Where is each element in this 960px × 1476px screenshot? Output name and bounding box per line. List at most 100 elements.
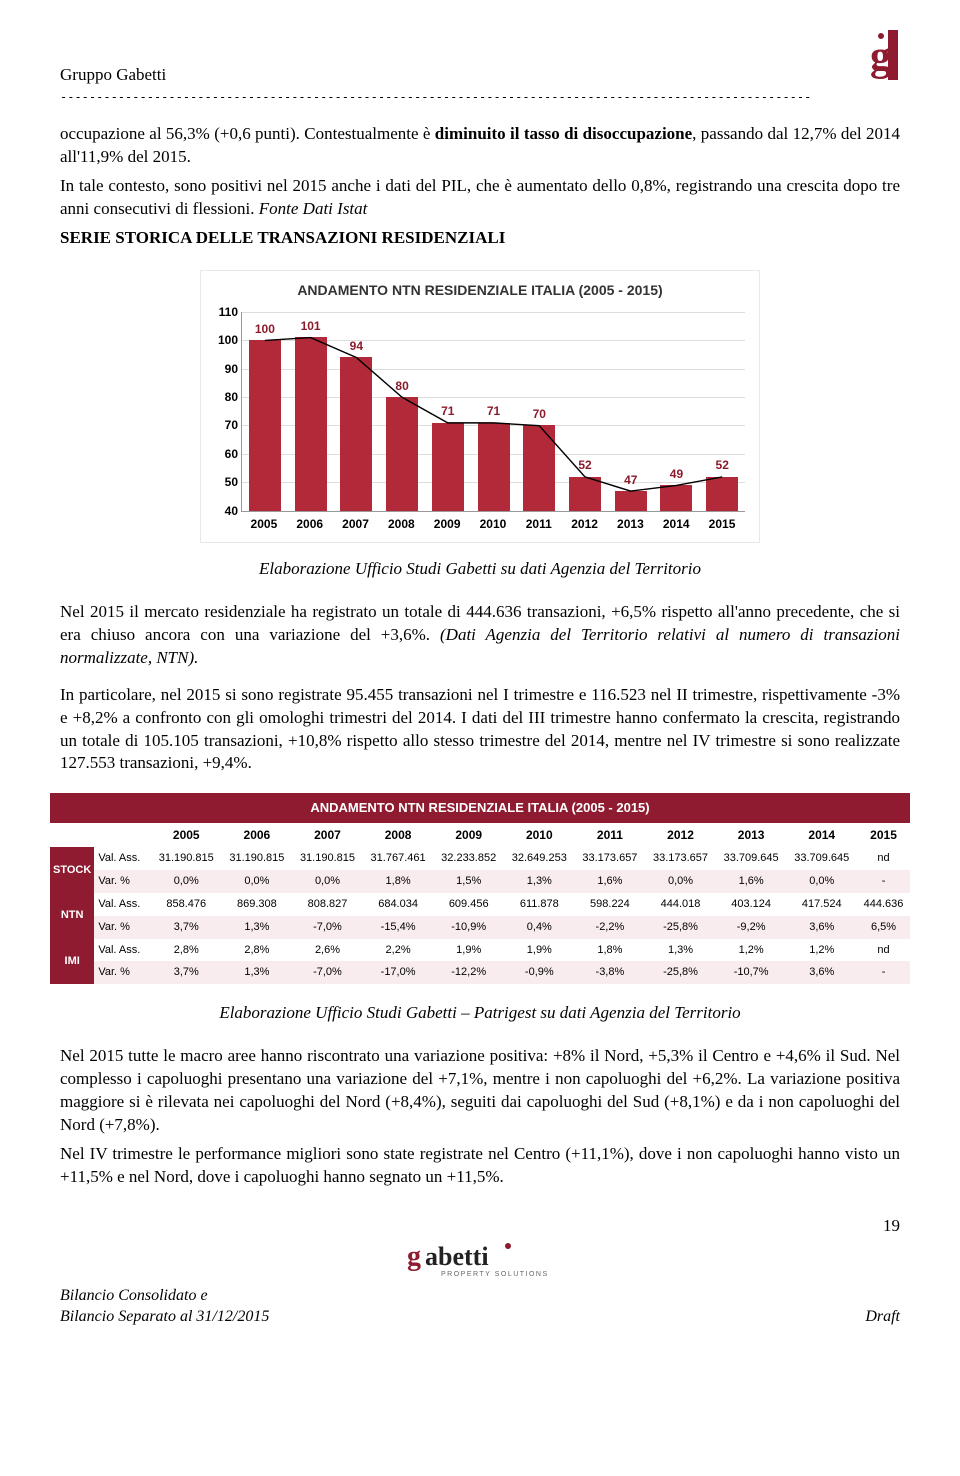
y-tick: 50 <box>212 474 238 490</box>
bar-col: 70 <box>516 312 562 511</box>
table-cell: 33.709.645 <box>716 847 787 870</box>
y-tick: 60 <box>212 446 238 462</box>
table-cell: -9,2% <box>716 916 787 939</box>
table-cell: 808.827 <box>292 893 363 916</box>
table-cell: 598.224 <box>575 893 646 916</box>
bar <box>432 423 464 511</box>
x-label: 2008 <box>378 516 424 532</box>
table-cell: 0,4% <box>504 916 575 939</box>
p2-italic: Fonte Dati Istat <box>259 199 368 218</box>
footer-logo: g abetti PROPERTY SOLUTIONS <box>60 1242 900 1289</box>
bar-value-label: 70 <box>533 406 546 422</box>
table-cell: 1,5% <box>433 870 504 893</box>
table-cell: -0,9% <box>504 961 575 984</box>
chart-x-labels: 2005200620072008200920102011201220132014… <box>241 516 745 532</box>
bar <box>569 477 601 511</box>
x-label: 2007 <box>333 516 379 532</box>
x-label: 2015 <box>699 516 745 532</box>
page-number: 19 <box>60 1215 900 1238</box>
table-cell: 33.173.657 <box>575 847 646 870</box>
table-cell: 31.190.815 <box>222 847 293 870</box>
table-cell: 2,8% <box>222 939 293 962</box>
bar-col: 52 <box>699 312 745 511</box>
table-cell: 1,9% <box>504 939 575 962</box>
bar-value-label: 101 <box>301 318 321 334</box>
bar-col: 52 <box>562 312 608 511</box>
table-cell: 1,3% <box>222 916 293 939</box>
table-cell: -10,9% <box>433 916 504 939</box>
page-header: Gruppo Gabetti g <box>60 30 900 87</box>
y-tick: 110 <box>212 304 238 320</box>
footer-line-2: Bilancio Separato al 31/12/2015 <box>60 1306 269 1328</box>
bar <box>660 485 692 511</box>
x-label: 2014 <box>653 516 699 532</box>
data-table-wrap: ANDAMENTO NTN RESIDENZIALE ITALIA (2005 … <box>50 793 910 984</box>
table-cell: 3,7% <box>151 916 222 939</box>
table-row: IMIVal. Ass.2,8%2,8%2,6%2,2%1,9%1,9%1,8%… <box>50 939 910 962</box>
data-table: ANDAMENTO NTN RESIDENZIALE ITALIA (2005 … <box>50 793 910 984</box>
table-cell: -2,2% <box>575 916 646 939</box>
table-cell: 403.124 <box>716 893 787 916</box>
logo-icon: g <box>858 30 900 87</box>
table-cell: -25,8% <box>645 916 716 939</box>
table-cell: -7,0% <box>292 961 363 984</box>
table-row: Var. %0,0%0,0%0,0%1,8%1,5%1,3%1,6%0,0%1,… <box>50 870 910 893</box>
table-year-header: 2010 <box>504 823 575 847</box>
row-sublabel: Val. Ass. <box>94 893 151 916</box>
table-year-header: 2013 <box>716 823 787 847</box>
bar <box>340 357 372 511</box>
table-cell: -7,0% <box>292 916 363 939</box>
bar-value-label: 80 <box>395 378 408 394</box>
table-cell: 1,6% <box>575 870 646 893</box>
row-group-label: NTN <box>50 893 94 939</box>
table-year-header: 2011 <box>575 823 646 847</box>
y-tick: 80 <box>212 389 238 405</box>
chart-container: ANDAMENTO NTN RESIDENZIALE ITALIA (2005 … <box>200 270 760 543</box>
table-cell: -12,2% <box>433 961 504 984</box>
row-sublabel: Var. % <box>94 916 151 939</box>
table-cell: 1,8% <box>575 939 646 962</box>
y-tick: 90 <box>212 360 238 376</box>
bar-value-label: 100 <box>255 321 275 337</box>
paragraph-3: Nel 2015 il mercato residenziale ha regi… <box>60 601 900 670</box>
x-label: 2010 <box>470 516 516 532</box>
table-cell: - <box>857 870 910 893</box>
row-group-label: IMI <box>50 939 94 985</box>
table-cell: 444.018 <box>645 893 716 916</box>
table-cell: 444.636 <box>857 893 910 916</box>
table-cell: 31.767.461 <box>363 847 434 870</box>
table-cell: 869.308 <box>222 893 293 916</box>
table-cell: 611.878 <box>504 893 575 916</box>
table-cell: 609.456 <box>433 893 504 916</box>
y-tick: 70 <box>212 417 238 433</box>
bar-col: 71 <box>425 312 471 511</box>
p1-a: occupazione al 56,3% (+0,6 punti). Conte… <box>60 124 435 143</box>
x-label: 2009 <box>424 516 470 532</box>
table-cell: 2,2% <box>363 939 434 962</box>
table-row: STOCKVal. Ass.31.190.81531.190.81531.190… <box>50 847 910 870</box>
svg-text:g: g <box>870 34 891 80</box>
paragraph-2: In tale contesto, sono positivi nel 2015… <box>60 175 900 221</box>
x-label: 2005 <box>241 516 287 532</box>
footer-line-1: Bilancio Consolidato e <box>60 1285 269 1307</box>
bar-col: 49 <box>654 312 700 511</box>
table-cell: 32.649.253 <box>504 847 575 870</box>
x-label: 2006 <box>287 516 333 532</box>
bars-row: 100101948071717052474952 <box>242 312 745 511</box>
table-cell: 0,0% <box>292 870 363 893</box>
draft-label: Draft <box>865 1306 900 1328</box>
bar-value-label: 71 <box>487 403 500 419</box>
paragraph-4: In particolare, nel 2015 si sono registr… <box>60 684 900 776</box>
bar-col: 71 <box>471 312 517 511</box>
bar-value-label: 52 <box>716 457 729 473</box>
table-cell: 0,0% <box>222 870 293 893</box>
table-year-header: 2009 <box>433 823 504 847</box>
table-year-header: 2006 <box>222 823 293 847</box>
row-sublabel: Var. % <box>94 870 151 893</box>
table-cell: -17,0% <box>363 961 434 984</box>
x-label: 2013 <box>608 516 654 532</box>
table-cell: 0,0% <box>151 870 222 893</box>
chart-plot-area: 4050607080901001101001019480717170524749… <box>241 312 745 512</box>
table-cell: -10,7% <box>716 961 787 984</box>
svg-text:PROPERTY SOLUTIONS: PROPERTY SOLUTIONS <box>441 1271 549 1278</box>
